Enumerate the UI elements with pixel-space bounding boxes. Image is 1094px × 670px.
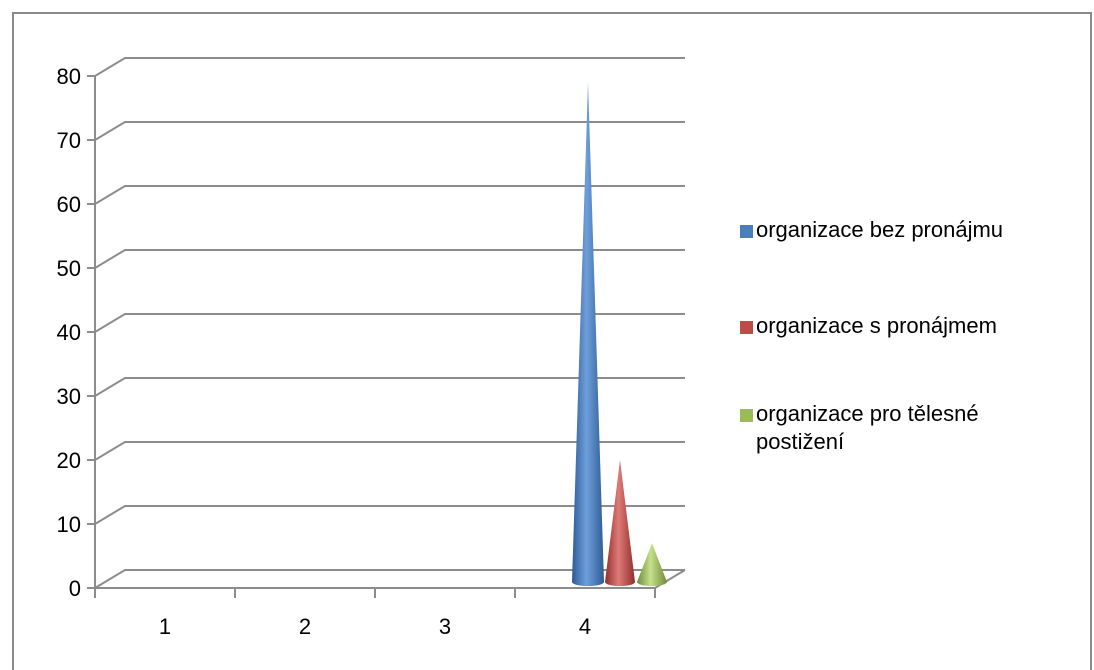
legend-swatch-red: [740, 321, 753, 334]
y-tick-label: 80: [57, 64, 81, 89]
y-tick-label: 40: [57, 320, 81, 345]
gridline: [94, 505, 685, 525]
legend-item-s-pronajmem: organizace s pronájmem: [740, 312, 1066, 340]
gridline: [94, 121, 685, 141]
cone-s-pronájmem: [605, 460, 635, 586]
y-tick-label: 70: [57, 128, 81, 153]
gridline: [94, 249, 685, 269]
x-tick-label: 3: [439, 614, 451, 639]
legend-item-telesne-postizeni: organizace pro tělesné postižení: [740, 400, 1066, 456]
x-tick-label: 1: [159, 614, 171, 639]
gridline: [94, 441, 685, 461]
gridline: [94, 377, 685, 397]
axes: [87, 75, 686, 598]
cone-bez-pronájmu: [572, 82, 604, 587]
gridlines: [94, 57, 685, 589]
y-tick-labels: 0 10 20 30 40 50 60 70 80: [57, 64, 81, 601]
gridline: [94, 57, 685, 77]
x-tick-label: 4: [579, 614, 591, 639]
data-cones: [572, 82, 667, 587]
legend-item-bez-pronajmu: organizace bez pronájmu: [740, 216, 1066, 244]
gridline: [94, 569, 685, 589]
legend-swatch-green: [740, 409, 753, 422]
gridline: [94, 185, 685, 205]
legend-label: organizace s pronájmem: [756, 313, 997, 338]
cone-pro-tělesné-postižení: [637, 543, 667, 586]
legend-swatch-blue: [740, 225, 753, 238]
y-tick-label: 0: [69, 576, 81, 601]
gridline: [94, 313, 685, 333]
y-tick-label: 20: [57, 448, 81, 473]
x-tick-labels: 1 2 3 4: [159, 614, 591, 639]
y-tick-label: 30: [57, 384, 81, 409]
y-tick-label: 10: [57, 512, 81, 537]
y-tick-label: 60: [57, 192, 81, 217]
legend-label: organizace pro tělesné postižení: [756, 401, 979, 454]
legend-label: organizace bez pronájmu: [756, 217, 1004, 242]
x-tick-label: 2: [299, 614, 311, 639]
y-tick-label: 50: [57, 256, 81, 281]
